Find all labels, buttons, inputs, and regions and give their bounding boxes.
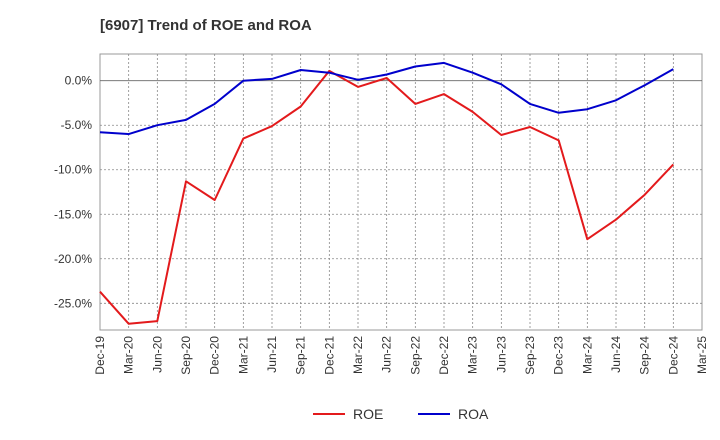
y-tick-label: -15.0%	[54, 207, 92, 221]
y-tick-label: -10.0%	[54, 163, 92, 177]
x-tick-label: Sep-24	[638, 336, 652, 375]
x-tick-label: Mar-21	[236, 336, 250, 374]
x-tick-label: Jun-22	[380, 336, 394, 373]
x-tick-label: Dec-21	[322, 336, 336, 375]
x-tick-label: Sep-21	[294, 336, 308, 375]
chart-title: [6907] Trend of ROE and ROA	[100, 17, 312, 34]
x-tick-label: Mar-20	[122, 336, 136, 374]
x-tick-label: Dec-24	[666, 336, 680, 375]
x-tick-label: Sep-22	[408, 336, 422, 375]
x-tick-label: Jun-21	[265, 336, 279, 373]
series-lines	[99, 61, 675, 325]
x-tick-label: Mar-24	[580, 336, 594, 374]
legend-label-roa: ROA	[458, 406, 489, 422]
x-tick-label: Dec-22	[437, 336, 451, 375]
y-tick-label: -5.0%	[61, 118, 93, 132]
x-tick-label: Sep-20	[179, 336, 193, 375]
x-tick-label: Mar-23	[466, 336, 480, 374]
y-tick-label: -25.0%	[54, 296, 92, 310]
x-tick-label: Sep-23	[523, 336, 537, 375]
plot-area	[99, 53, 703, 331]
x-axis: Dec-19 Mar-20 Jun-20 Sep-20 Dec-20 Mar-21 Jun-…	[93, 336, 709, 375]
x-tick-label: Jun-24	[609, 336, 623, 373]
x-tick-label: Dec-23	[552, 336, 566, 375]
x-tick-label: Mar-25	[695, 336, 709, 374]
series-line-roe	[99, 69, 675, 325]
y-axis: 0.0% -5.0% -10.0% -15.0% -20.0% -25.0%	[54, 74, 92, 311]
grid-lines	[100, 54, 702, 330]
x-tick-label: Jun-20	[150, 336, 164, 373]
y-tick-label: -20.0%	[54, 252, 92, 266]
x-tick-label: Dec-20	[208, 336, 222, 375]
x-tick-label: Mar-22	[351, 336, 365, 374]
y-tick-label: 0.0%	[65, 74, 93, 88]
legend-label-roe: ROE	[353, 406, 383, 422]
x-tick-label: Dec-19	[93, 336, 107, 375]
legend: ROE ROA	[313, 406, 489, 422]
series-line-roa	[99, 61, 674, 136]
x-tick-label: Jun-23	[494, 336, 508, 373]
